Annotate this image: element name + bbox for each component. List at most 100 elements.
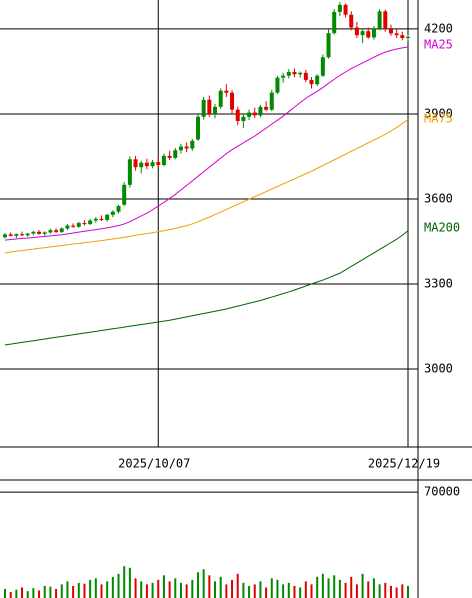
volume-bar	[265, 587, 268, 598]
candle-body	[366, 31, 371, 38]
legend-label: MA25	[424, 38, 453, 52]
volume-bar	[60, 584, 63, 598]
volume-bar	[287, 582, 290, 598]
volume-bar	[316, 576, 319, 598]
candle-body	[213, 106, 218, 114]
candle-body	[93, 218, 98, 221]
candle-body	[377, 11, 382, 29]
volume-bar	[231, 579, 234, 598]
volume-bar	[276, 579, 279, 598]
volume-bar	[293, 585, 296, 598]
volume-bar	[89, 579, 92, 598]
candle-body	[31, 231, 36, 234]
candle-body	[20, 234, 25, 236]
moving-average-line	[4, 46, 409, 241]
volume-bar	[77, 582, 80, 598]
volume-bar	[214, 581, 217, 598]
volume-bar	[38, 590, 41, 598]
candle-body	[388, 29, 393, 34]
volume-bar	[310, 584, 313, 598]
volume-bar	[378, 584, 381, 598]
volume-bar	[26, 591, 29, 598]
candle-body	[292, 71, 297, 75]
volume-bar	[162, 575, 165, 598]
y-tick-label: 3900	[424, 106, 453, 120]
candle-body	[156, 162, 161, 165]
candle-body	[218, 90, 223, 107]
legend-label: MA75	[424, 112, 453, 126]
candle-body	[371, 28, 376, 38]
volume-bar	[100, 584, 103, 598]
volume-bar	[179, 582, 182, 598]
candle-body	[190, 140, 195, 149]
candle-body	[275, 77, 280, 93]
candle-body	[76, 223, 81, 227]
volume-bar	[270, 578, 273, 598]
candle-body	[298, 72, 303, 75]
volume-bar	[242, 582, 245, 598]
volume-bar	[282, 584, 285, 598]
volume-bar	[304, 581, 307, 598]
candle-body	[252, 112, 257, 116]
volume-bar	[106, 581, 109, 598]
volume-bar	[4, 588, 6, 598]
candle-body	[116, 206, 121, 212]
volume-bar	[145, 584, 148, 598]
candle-body	[71, 225, 76, 227]
candle-body	[82, 223, 87, 225]
volume-bar	[389, 585, 392, 598]
volume-bar	[66, 581, 69, 598]
volume-bar	[350, 576, 353, 598]
y-tick-label: 3600	[424, 191, 453, 205]
candle-body	[332, 11, 337, 34]
volume-bar	[151, 582, 154, 598]
candle-body	[303, 72, 308, 80]
candle-body	[105, 214, 110, 220]
volume-bar	[299, 587, 302, 598]
volume-bar	[253, 584, 256, 598]
candle-body	[207, 99, 212, 114]
candle-body	[184, 146, 189, 149]
candle-body	[247, 112, 252, 117]
candle-body	[383, 11, 388, 30]
candle-body	[224, 90, 229, 93]
candle-body	[241, 116, 246, 122]
candle-body	[65, 225, 70, 229]
candle-body	[167, 155, 172, 158]
volume-bar	[21, 587, 24, 598]
candle-body	[235, 109, 240, 122]
volume-bar	[157, 579, 160, 598]
candle-body	[264, 106, 269, 110]
x-tick-label: 2025/12/19	[368, 457, 440, 471]
candle-body	[406, 36, 410, 38]
candle-body	[8, 234, 13, 236]
candle-body	[326, 33, 331, 58]
volume-bar	[361, 573, 364, 598]
moving-average-line	[4, 230, 409, 346]
volume-bar	[123, 566, 126, 598]
volume-bar	[202, 569, 205, 598]
volume-bar	[344, 582, 347, 598]
volume-bar	[72, 585, 75, 598]
candle-body	[110, 211, 115, 215]
candle-body	[37, 231, 42, 234]
volume-bar	[185, 584, 188, 598]
volume-bar	[225, 584, 228, 598]
volume-bar	[15, 589, 18, 598]
volume-bar	[94, 578, 97, 598]
candle-body	[394, 33, 399, 36]
volume-bar	[372, 578, 375, 598]
volume-bar	[338, 579, 341, 598]
volume-bar	[401, 584, 404, 598]
candle-body	[354, 27, 359, 36]
y-tick-label: 4200	[424, 21, 453, 35]
candle-body	[88, 220, 93, 224]
y-tick-label: 3300	[424, 277, 453, 291]
candle-body	[3, 234, 7, 238]
volume-bar	[191, 579, 194, 598]
candle-body	[122, 184, 127, 205]
candle-body	[343, 4, 348, 15]
candle-body	[400, 35, 405, 38]
candle-body	[139, 162, 144, 168]
